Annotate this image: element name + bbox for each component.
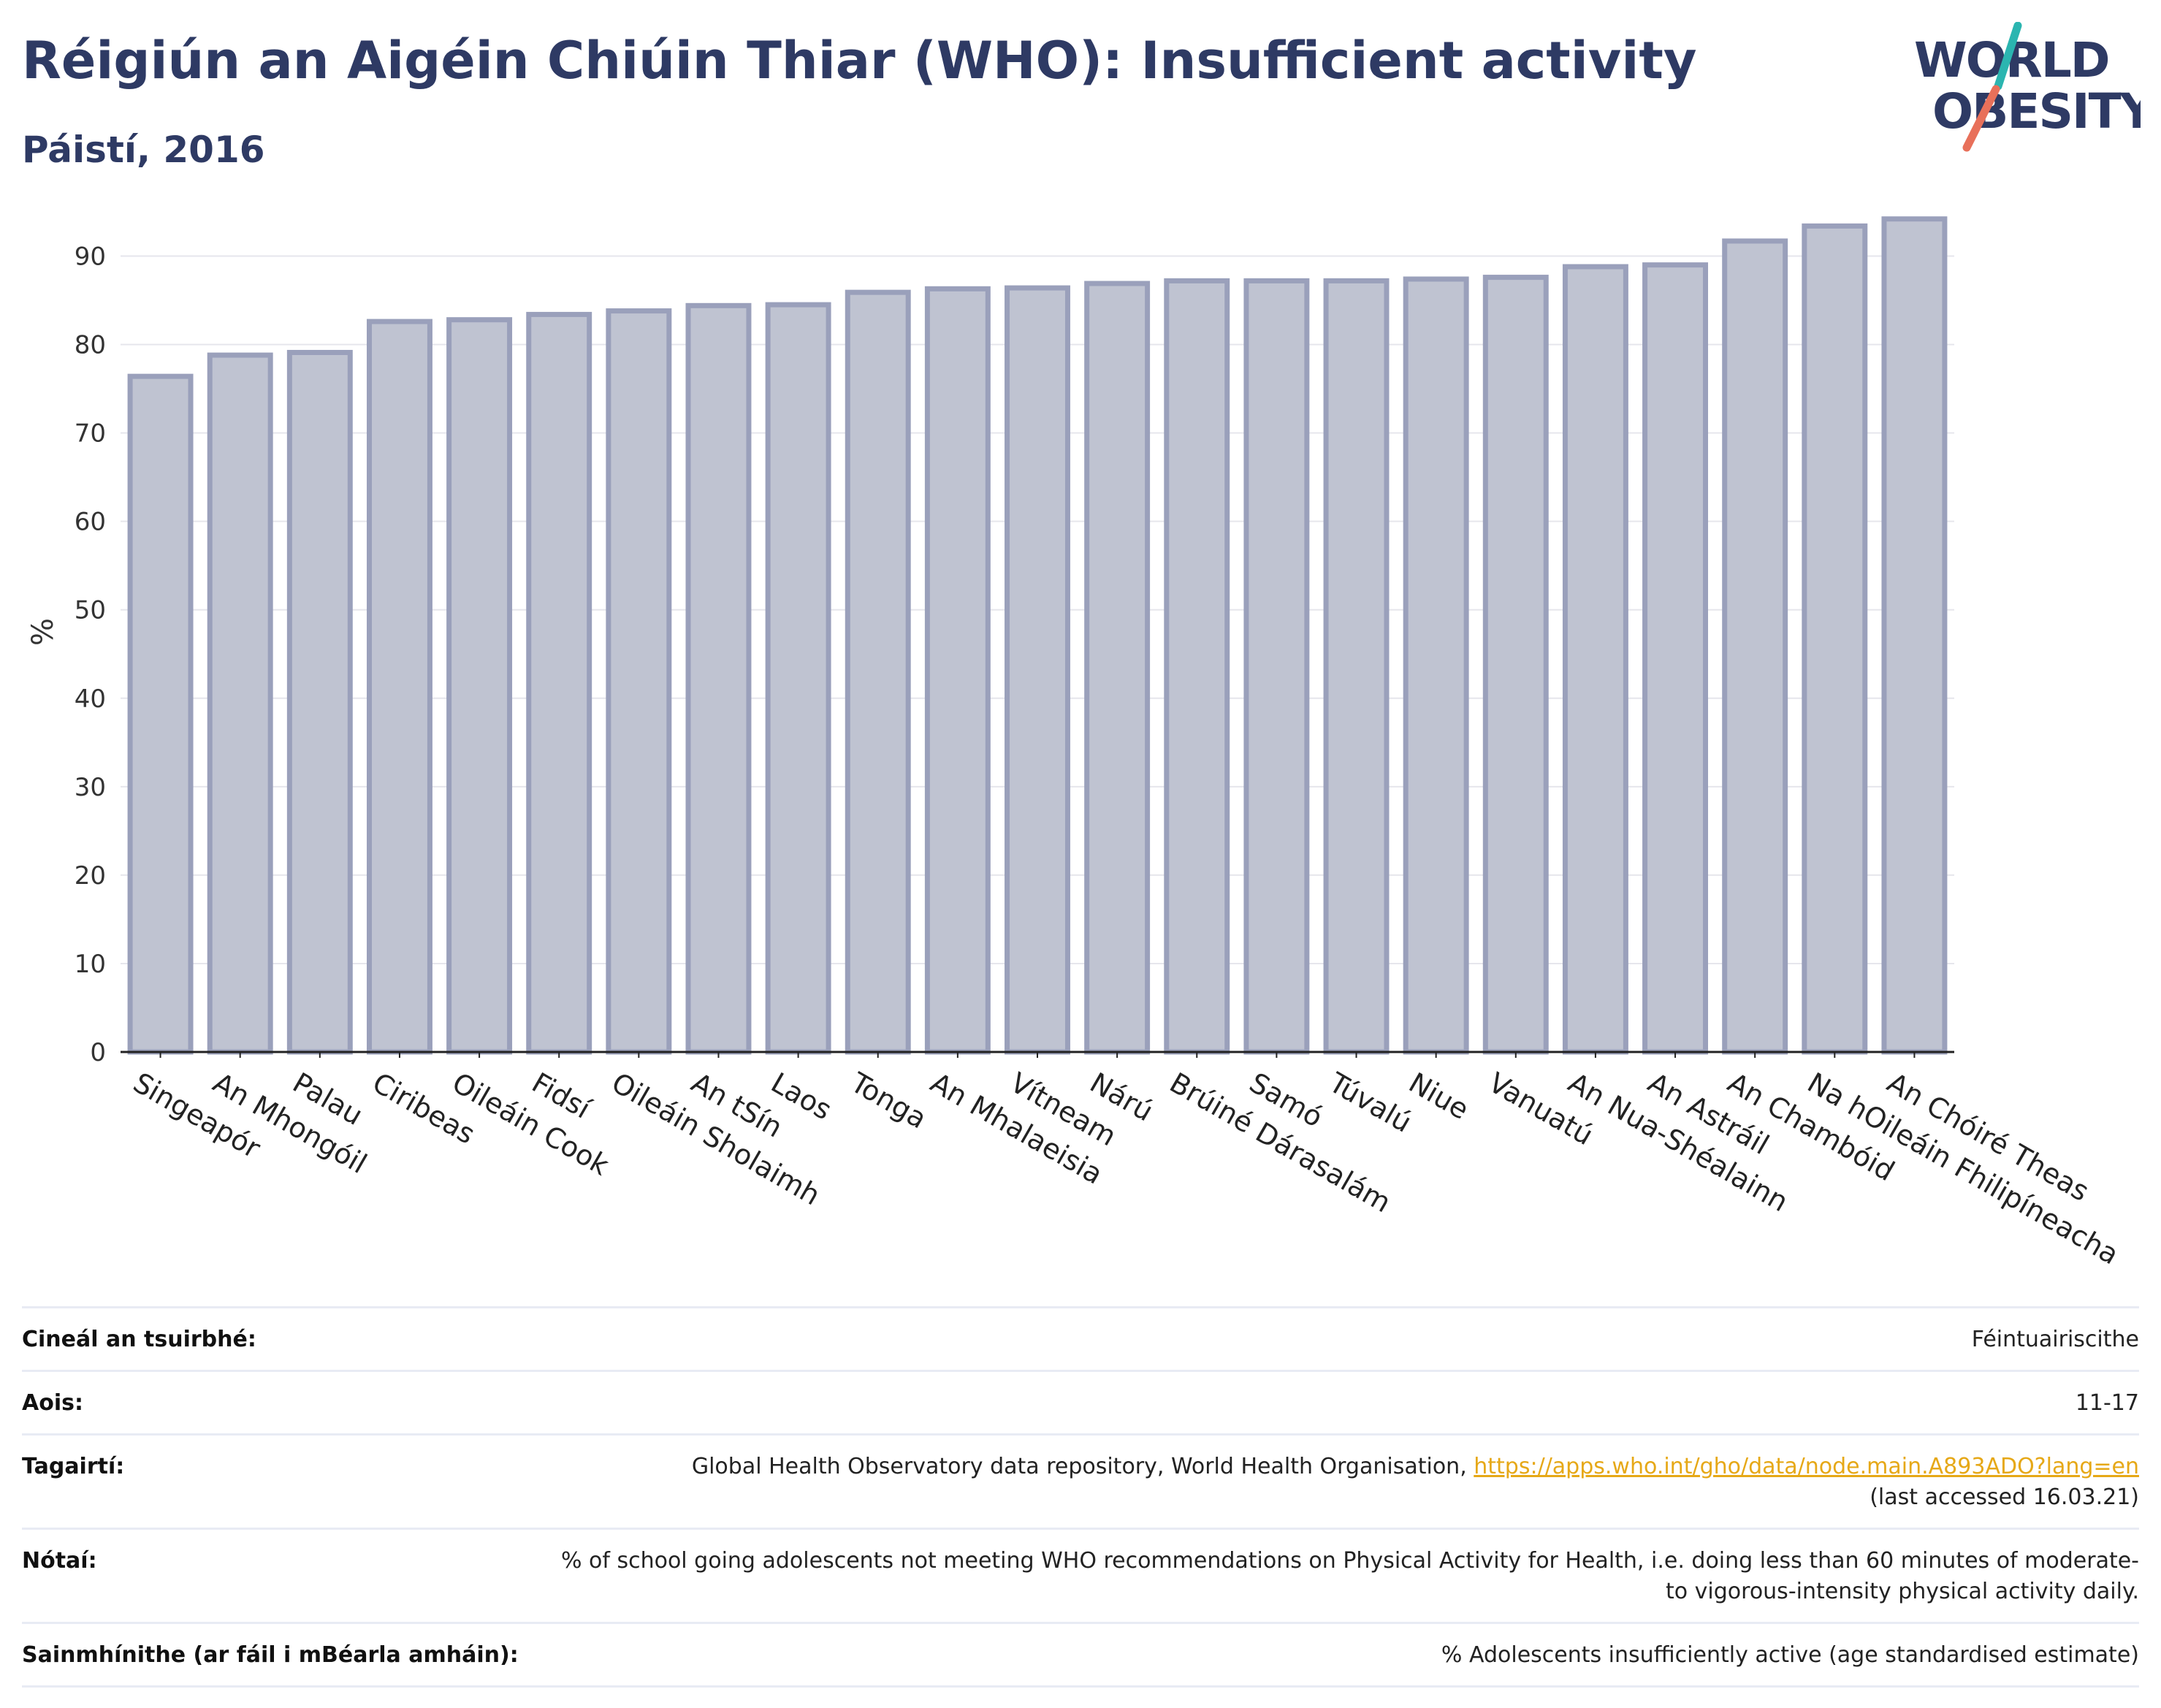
info-key: Aois: [22,1390,83,1416]
y-tick-label: 90 [75,243,106,272]
logo-line2: OBESITY [1932,83,2141,140]
bar [1722,238,1788,1055]
info-value: % of school going adolescents not meetin… [560,1548,2139,1604]
info-row-references: Tagairtí: Global Health Observatory data… [22,1433,2139,1528]
bar [1323,278,1390,1055]
logo-slash-coral [1962,85,2000,152]
info-key: Cineál an tsuirbhé: [22,1327,256,1352]
bar [765,302,831,1055]
bar [526,311,592,1055]
info-value: Global Health Observatory data repositor… [692,1452,2139,1513]
x-tick-label: Túvalú [1323,1066,1417,1139]
info-row-survey-type: Cineál an tsuirbhé: Féintuairiscithe [22,1306,2139,1370]
info-row-age: Aois: 11-17 [22,1370,2139,1433]
info-row-notes: Nótaí: % of school going adolescents not… [22,1528,2139,1622]
bar [845,289,911,1055]
y-tick-label: 80 [75,331,106,360]
bars [127,216,1948,1055]
bar [1642,262,1709,1055]
bar [1005,285,1070,1055]
reference-link[interactable]: https://apps.who.int/gho/data/node.main.… [1474,1454,2139,1479]
y-tick-label: 40 [75,685,106,714]
bar [286,349,353,1055]
bar [1164,278,1230,1055]
y-tick-label: 30 [75,773,106,802]
y-axis-label: % [26,618,60,646]
bar [924,286,991,1055]
y-tick-label: 10 [75,950,106,979]
bar [207,352,273,1055]
info-value: Féintuairiscithe [1971,1327,2139,1352]
bar [446,317,513,1055]
chart-title: Réigiún an Aigéin Chiúin Thiar (WHO): In… [22,31,1697,91]
info-row-definitions: Sainmhínithe (ar fáil i mBéarla amháin):… [22,1622,2139,1688]
bar [1802,223,1868,1055]
bar [1243,278,1310,1055]
world-obesity-logo: WORLD OBESITY [1914,22,2141,152]
bar [366,319,432,1055]
y-tick-label: 20 [75,861,106,891]
bar [1881,216,1948,1055]
logo-slash-teal [1994,22,2022,91]
info-value: % Adolescents insufficiently active (age… [1441,1642,2139,1668]
info-key: Sainmhínithe (ar fáil i mBéarla amháin): [22,1642,519,1668]
info-table: Cineál an tsuirbhé: Féintuairiscithe Aoi… [22,1306,2139,1688]
bar [1084,281,1151,1055]
info-key: Tagairtí: [22,1454,125,1479]
y-tick-label: 60 [75,508,106,537]
y-tick-label: 50 [75,596,106,625]
bar [127,373,194,1055]
chart-subtitle: Páistí, 2016 [22,129,265,171]
y-tick-label: 0 [90,1038,106,1067]
bar [1403,276,1469,1055]
reference-text: Global Health Observatory data repositor… [691,1454,1474,1479]
y-tick-label: 70 [75,419,106,449]
y-axis: 0 10 20 30 40 50 60 70 80 90 [75,243,106,1067]
x-tick-label: Tonga [845,1066,931,1135]
info-value: 11-17 [2075,1390,2139,1416]
x-tick-label: Niue [1403,1067,1474,1126]
bar [685,302,752,1055]
bar [1562,264,1628,1055]
info-key: Nótaí: [22,1548,97,1574]
bar [606,308,672,1055]
bar [1482,275,1549,1055]
reference-accessed: (last accessed 16.03.21) [1870,1484,2139,1510]
